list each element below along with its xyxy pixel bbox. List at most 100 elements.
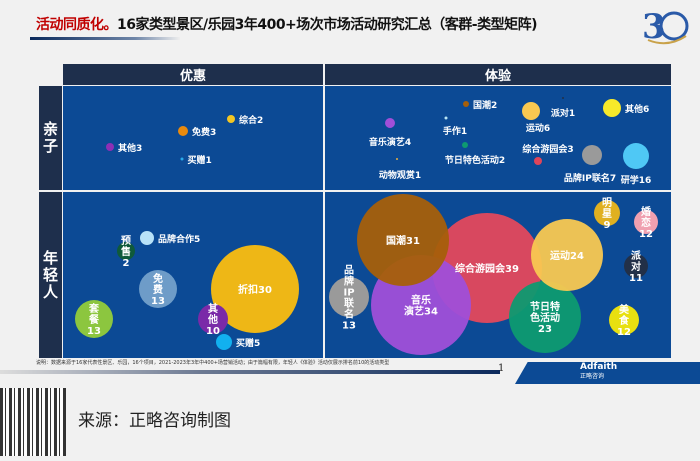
bubble-label: 11 <box>629 273 643 284</box>
svg-text:3: 3 <box>642 7 666 46</box>
bubble-label: 音乐 <box>411 294 431 307</box>
bubble-label: 12 <box>639 229 653 240</box>
bubble-明星 <box>594 200 620 226</box>
bubble-label: 派 <box>631 250 642 262</box>
bubble-label: 综合游园会3 <box>522 143 573 155</box>
bubble-套餐 <box>75 300 113 338</box>
bubble-label: 其他3 <box>118 142 142 154</box>
bubble-label: 13 <box>342 321 356 332</box>
bubble-品牌IP联名 <box>582 145 602 165</box>
title-text: 16家类型景区/乐园3年400+场次市场活动研究汇总（客群-类型矩阵) <box>117 17 538 33</box>
row-header-young: 年轻人 <box>39 192 62 358</box>
bubble-label: 婚 <box>641 205 651 218</box>
bubble-label: 买赠1 <box>188 154 212 166</box>
bubble-label: 牌 <box>344 275 354 288</box>
bubble-label: 他 <box>207 313 218 326</box>
bubble-label: 10 <box>206 326 220 337</box>
page-title: 活动同质化。16家类型景区/乐园3年400+场次市场活动研究汇总（客群-类型矩阵… <box>36 14 538 34</box>
bubble-label: 运动6 <box>526 123 550 134</box>
bubble-其他 <box>603 99 621 117</box>
bubble-label: 对 <box>631 260 641 273</box>
bubble-综合游园会 <box>534 157 542 165</box>
bubble-label: 折扣30 <box>238 283 272 296</box>
bubble-label: 13 <box>87 326 101 337</box>
bubble-label: 食 <box>618 314 630 327</box>
bubble-label: 套 <box>88 302 100 315</box>
bubble-运动 <box>531 219 603 291</box>
bubble-label: 其他6 <box>625 103 649 115</box>
bubble-label: 买赠5 <box>236 337 260 349</box>
bubble-label: 节日特色活动2 <box>445 154 505 166</box>
title-highlight: 活动同质化。 <box>36 17 118 33</box>
bubble-label: 品 <box>344 265 354 277</box>
bubble-label: 综合2 <box>239 114 263 126</box>
bubble-手作 <box>444 116 448 120</box>
bubble-label: 联 <box>344 297 354 310</box>
quadrant-family-discount <box>63 86 323 190</box>
bubble-其他 <box>106 143 114 151</box>
bubble-label: 节日特 <box>530 300 560 313</box>
brand-logo: Adfaith 正略咨询 <box>580 363 617 381</box>
bubble-label: 国潮31 <box>386 234 420 247</box>
bubble-label: 2 <box>123 258 130 269</box>
bubble-派对 <box>562 97 564 99</box>
bubble-label: 色活动 <box>530 311 560 324</box>
bubble-折扣 <box>211 245 299 333</box>
bubble-label: 音乐演艺4 <box>369 136 411 148</box>
bubble-买赠 <box>216 334 232 350</box>
column-header-experience: 体验 <box>325 64 671 85</box>
bubble-品牌合作 <box>140 231 154 245</box>
bubble-预售 <box>117 242 135 260</box>
bubble-label: 23 <box>538 324 552 335</box>
bubble-节日特色活动 <box>509 281 581 353</box>
brand-sub: 正略咨询 <box>580 373 605 380</box>
bubble-label: 美 <box>619 303 630 316</box>
title-underline <box>30 37 180 40</box>
bubble-label: 免费3 <box>192 126 216 138</box>
bubble-节日特色活动 <box>462 142 468 148</box>
bubble-研学 <box>623 143 649 169</box>
bubble-运动 <box>522 102 540 120</box>
bubble-label: 演艺34 <box>404 305 438 318</box>
bubble-买赠 <box>180 157 184 161</box>
brand-name: Adfaith <box>580 362 618 372</box>
bubble-国潮 <box>357 194 449 286</box>
footer-bar <box>0 370 500 374</box>
qr-code <box>0 388 66 456</box>
bubble-label: 9 <box>604 220 611 231</box>
bubble-label: 13 <box>151 296 165 307</box>
bubble-label: 费 <box>153 283 163 296</box>
bubble-label: 国潮2 <box>473 99 497 111</box>
bubble-label: 明 <box>602 197 612 209</box>
bubble-label: 派对1 <box>551 107 575 119</box>
page-number: 1 <box>498 363 505 374</box>
bubble-婚恋 <box>634 210 658 234</box>
bubble-label: IP <box>343 288 354 299</box>
bubble-label: 品牌合作5 <box>158 233 200 245</box>
bubble-label: 预 <box>121 235 131 247</box>
bubble-免费 <box>178 126 188 136</box>
bubble-动物观赏 <box>396 158 398 160</box>
bubble-免费 <box>139 270 177 308</box>
column-header-discount: 优惠 <box>63 64 323 85</box>
bubble-label: 综合游园会39 <box>455 262 519 275</box>
bubble-label: 售 <box>121 245 131 258</box>
bubble-label: 动物观赏1 <box>379 169 421 181</box>
bubble-label: 12 <box>617 327 631 338</box>
bubble-综合 <box>227 115 235 123</box>
bubble-label: 研学16 <box>621 174 652 186</box>
bubble-派对 <box>624 254 648 278</box>
bubble-label: 星 <box>602 208 612 220</box>
bubble-label: 免 <box>153 272 163 285</box>
bubble-音乐演艺 <box>385 118 395 128</box>
bubble-其他 <box>198 304 228 334</box>
bubble-label: 餐 <box>88 313 100 326</box>
bubble-label: 手作1 <box>443 125 467 137</box>
bubble-label: 品牌IP联名7 <box>564 172 616 184</box>
source-caption: 来源：正略咨询制图 <box>78 411 231 431</box>
row-header-family: 亲子 <box>39 86 62 190</box>
bubble-美食 <box>609 305 639 335</box>
bubble-label: 运动24 <box>550 249 584 262</box>
bubble-label: 恋 <box>641 216 651 229</box>
